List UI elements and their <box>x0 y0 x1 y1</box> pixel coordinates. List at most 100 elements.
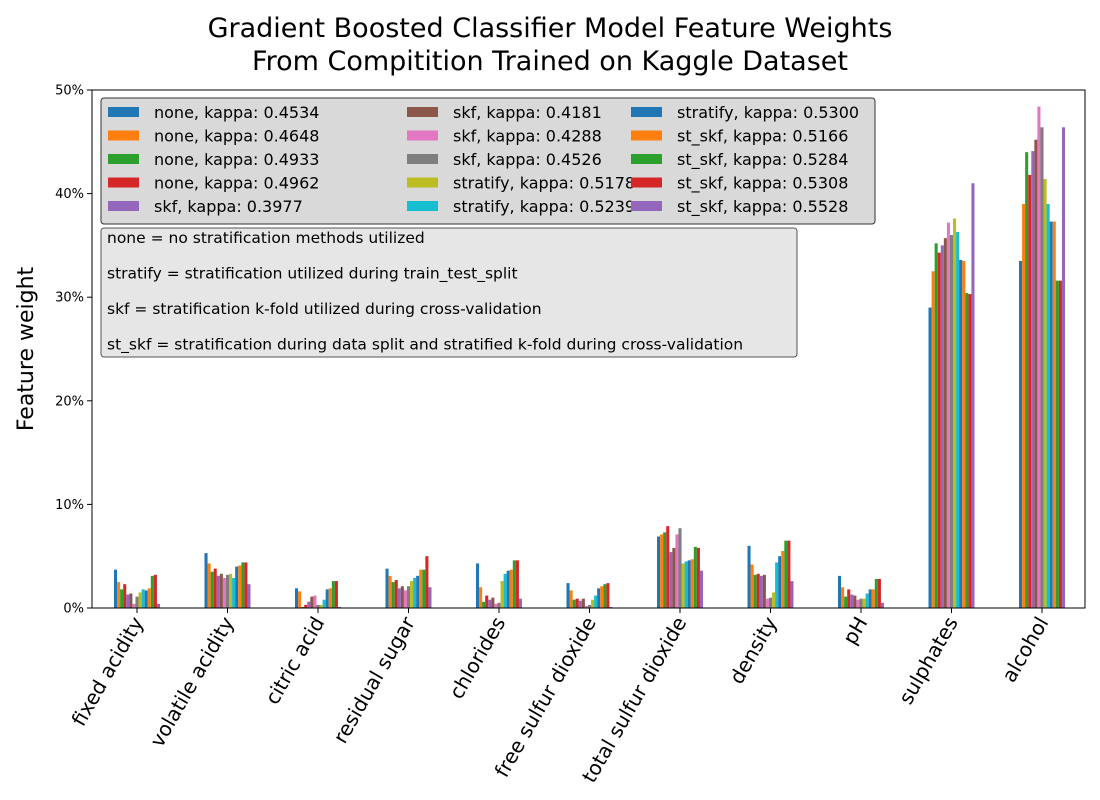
bar <box>928 307 932 608</box>
bar <box>304 604 308 608</box>
bar <box>422 569 426 608</box>
bar <box>319 604 323 608</box>
bar <box>672 547 676 608</box>
bar <box>949 235 954 609</box>
bar <box>787 540 791 608</box>
x-tick-label: residual sugar <box>328 612 420 748</box>
y-axis-label: Feature weight <box>14 266 39 431</box>
bar <box>413 577 417 608</box>
bar <box>129 593 133 608</box>
bar <box>940 245 944 608</box>
bar <box>696 547 700 608</box>
legend-swatch <box>407 107 438 117</box>
legend-entry: skf, kappa: 0.4181 <box>453 103 602 122</box>
bar <box>578 600 582 608</box>
bar <box>775 562 779 608</box>
y-tick-label: 0% <box>63 602 84 617</box>
bar <box>606 583 610 608</box>
bar <box>325 589 329 608</box>
bar <box>1052 221 1056 608</box>
bar <box>334 581 338 608</box>
bar <box>584 605 588 608</box>
bar <box>515 560 519 608</box>
x-tick-label: total sulfur dioxide <box>577 613 691 787</box>
bar <box>569 590 573 608</box>
legend-entry: st_skf, kappa: 0.5308 <box>677 174 848 194</box>
bar <box>394 580 398 608</box>
bar <box>500 581 504 608</box>
bar <box>591 599 595 608</box>
bar <box>147 588 151 608</box>
legend-entry: skf, kappa: 0.3977 <box>154 197 303 216</box>
bar <box>518 598 522 608</box>
bar <box>765 598 769 608</box>
x-tick-label: chlorides <box>444 613 510 704</box>
legend-entry: st_skf, kappa: 0.5166 <box>677 127 848 147</box>
legend-swatch <box>407 201 438 211</box>
x-tick-label: volatile acidity <box>145 612 239 751</box>
bar <box>572 599 576 608</box>
bar <box>229 573 233 608</box>
bar <box>397 588 401 608</box>
annotation-line: skf = stratification k-fold utilized dur… <box>107 300 542 318</box>
bar <box>971 183 975 609</box>
bar <box>1025 152 1029 608</box>
bar <box>1040 127 1044 609</box>
bar <box>937 252 941 608</box>
legend-entry: none, kappa: 0.4534 <box>154 103 319 122</box>
bar <box>485 595 489 608</box>
annotation-line: none = no stratification methods utilize… <box>107 229 425 247</box>
bar <box>494 603 498 608</box>
chart-title-line-2: From Compitition Trained on Kaggle Datas… <box>252 46 848 77</box>
legend-entry: none, kappa: 0.4648 <box>154 127 319 146</box>
y-tick-label: 20% <box>55 394 84 409</box>
bar <box>1058 280 1062 608</box>
legend-entry: st_skf, kappa: 0.5284 <box>677 150 848 170</box>
bar <box>247 584 251 608</box>
legend-swatch <box>631 201 662 211</box>
bar <box>328 588 332 608</box>
bar <box>114 569 118 608</box>
bar <box>120 589 124 608</box>
bar <box>132 603 136 608</box>
bar <box>693 546 697 608</box>
bar <box>385 568 389 608</box>
bar <box>479 587 483 608</box>
chart-title-line-1: Gradient Boosted Classifier Model Featur… <box>208 13 893 44</box>
y-tick-label: 30% <box>55 291 84 306</box>
bar <box>1061 127 1065 609</box>
bar <box>1034 139 1038 609</box>
bar <box>204 553 208 608</box>
bar <box>850 594 854 608</box>
bar <box>488 599 492 608</box>
bar <box>750 564 754 608</box>
bar <box>838 575 842 608</box>
bar <box>956 231 960 608</box>
bar <box>506 570 510 608</box>
bar <box>934 243 938 608</box>
bar <box>859 598 863 608</box>
bar <box>663 532 667 608</box>
bar <box>416 575 420 608</box>
x-tick-label: sulphates <box>894 613 963 709</box>
bar <box>388 575 392 608</box>
bar <box>307 601 311 608</box>
bar <box>784 540 788 608</box>
bar <box>946 222 950 609</box>
bar <box>476 563 480 608</box>
legend-entry: skf, kappa: 0.4288 <box>453 127 602 146</box>
legend-swatch <box>631 177 662 188</box>
bar <box>406 586 411 608</box>
bar <box>313 595 317 608</box>
bar <box>959 259 963 608</box>
bar <box>575 598 579 608</box>
bar <box>968 294 972 608</box>
legend-entry: stratify, kappa: 0.5300 <box>677 103 859 122</box>
bar <box>877 578 881 608</box>
bar <box>874 578 878 608</box>
bar <box>856 599 860 608</box>
bar <box>684 561 688 608</box>
bar <box>238 565 242 608</box>
legend-entry: stratify, kappa: 0.5178 <box>453 174 635 193</box>
bar <box>322 599 326 608</box>
